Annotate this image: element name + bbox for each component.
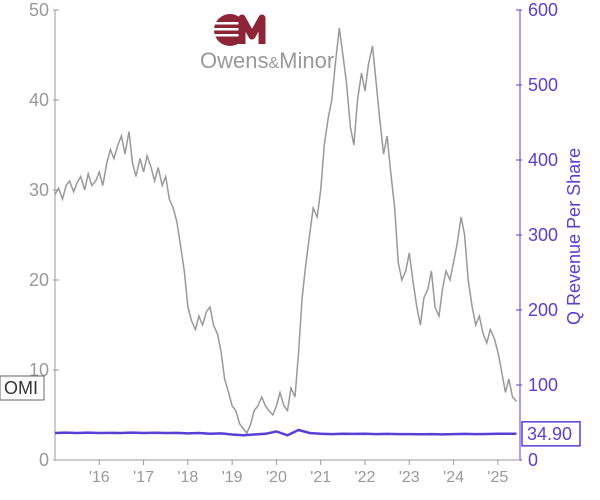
left-axis-tick: 30 — [29, 180, 49, 200]
left-axis-tick: 0 — [39, 450, 49, 470]
company-logo: Owens&Minor — [200, 14, 334, 73]
right-axis-tick: 200 — [528, 300, 558, 320]
left-axis-tick: 50 — [29, 0, 49, 20]
left-axis-tick: 20 — [29, 270, 49, 290]
x-axis-tick: '18 — [177, 469, 198, 486]
right-axis-tick: 100 — [528, 375, 558, 395]
ticker-label: OMI — [4, 378, 38, 398]
right-axis-tick: 500 — [528, 75, 558, 95]
last-value-text: 34.90 — [527, 424, 572, 444]
stock-chart: 010203040500100200300400500600Q Revenue … — [0, 0, 600, 500]
price-line — [55, 28, 517, 433]
right-axis-tick: 400 — [528, 150, 558, 170]
right-axis-tick: 0 — [528, 450, 538, 470]
right-axis-tick: 600 — [528, 0, 558, 20]
x-axis-tick: '17 — [133, 469, 154, 486]
x-axis-tick: '21 — [310, 469, 331, 486]
x-axis-tick: '23 — [399, 469, 420, 486]
revenue-line — [55, 430, 517, 435]
right-axis-tick: 300 — [528, 225, 558, 245]
right-axis-label: Q Revenue Per Share — [564, 148, 584, 325]
logo-company-name: Owens&Minor — [200, 48, 334, 73]
x-axis-tick: '20 — [266, 469, 287, 486]
x-axis-tick: '24 — [443, 469, 464, 486]
x-axis-tick: '19 — [222, 469, 243, 486]
x-axis-tick: '22 — [355, 469, 376, 486]
x-axis-tick: '25 — [487, 469, 508, 486]
chart-svg: 010203040500100200300400500600Q Revenue … — [0, 0, 600, 500]
x-axis-tick: '16 — [89, 469, 110, 486]
left-axis-tick: 40 — [29, 90, 49, 110]
